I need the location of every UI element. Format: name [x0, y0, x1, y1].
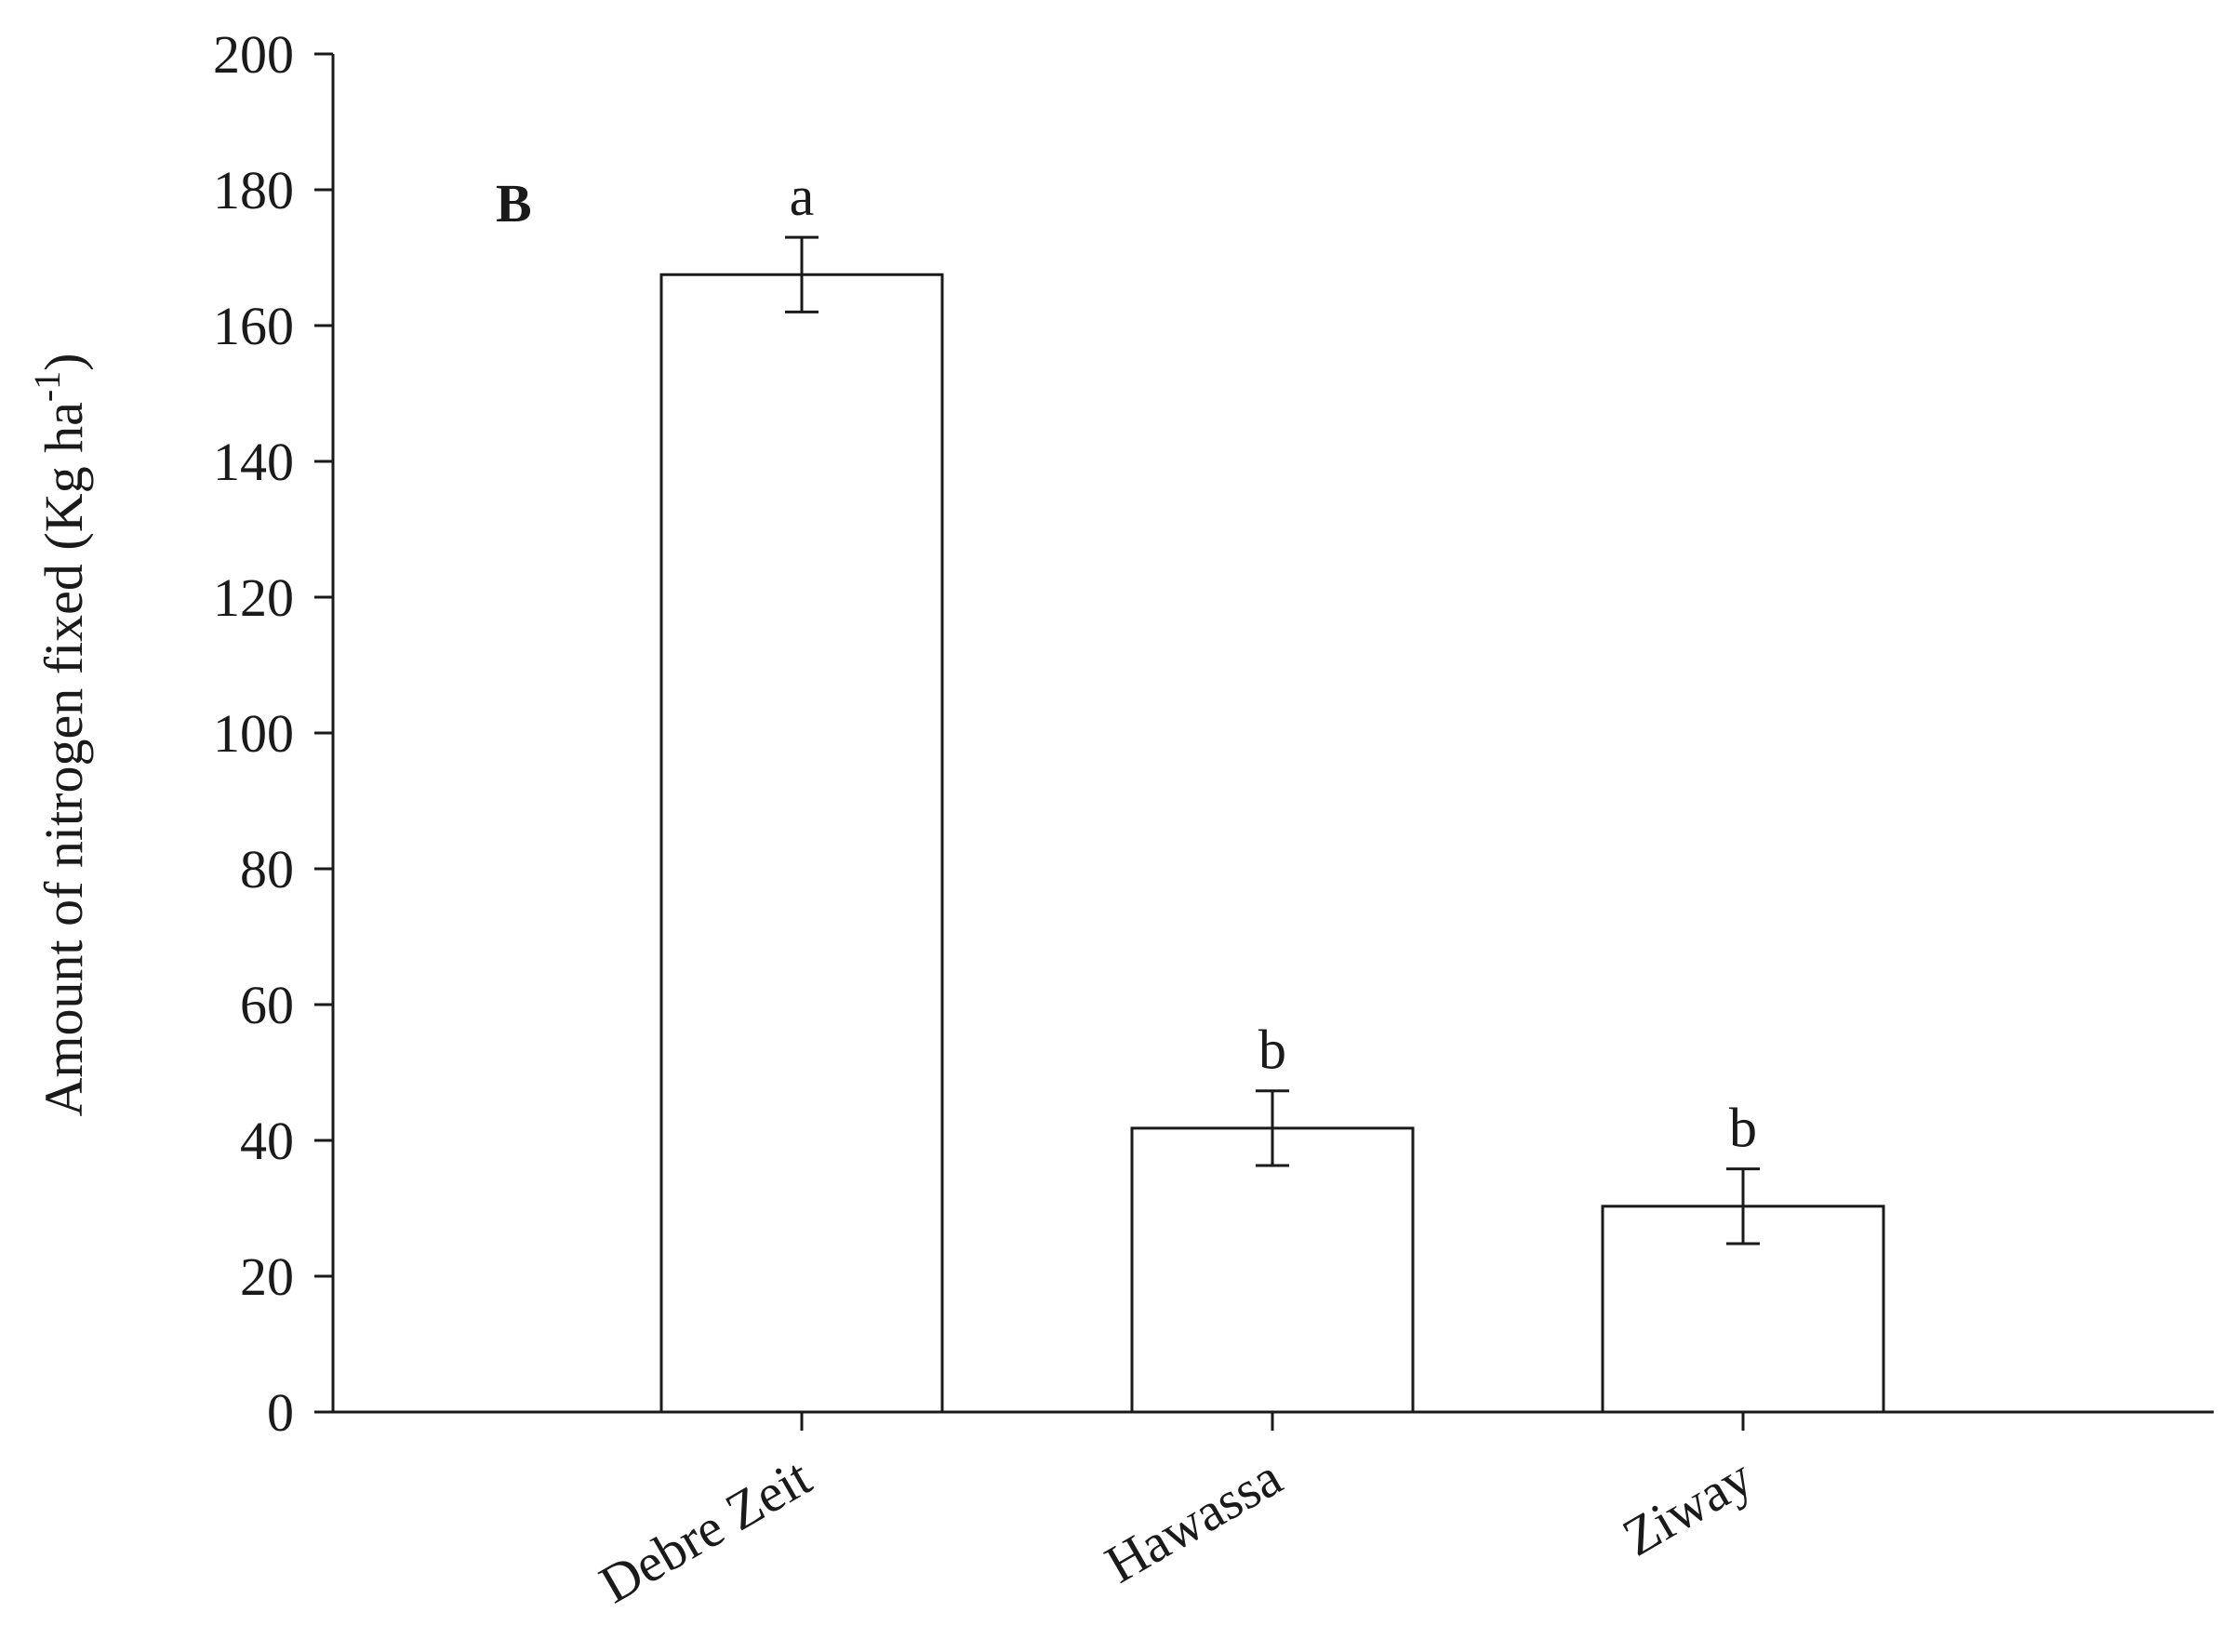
y-tick-label: 120 — [213, 567, 294, 628]
category-label: Ziway — [1613, 1446, 1763, 1567]
y-tick-label: 180 — [213, 160, 294, 220]
y-axis-title: Amount of nitrogen fixed (Kg ha-1) — [26, 353, 94, 1117]
category-label: Hawassa — [1095, 1446, 1291, 1594]
significance-letter: b — [1729, 1098, 1757, 1159]
bars — [659, 235, 1885, 1414]
y-tick-label: 80 — [240, 839, 294, 899]
y-tick-label: 160 — [213, 296, 294, 356]
labels: 0 20 40 60 80 100 120 140 160 180 200 a Debre Zeit b H… — [213, 24, 1763, 1615]
y-axis-title-sup: -1 — [26, 371, 68, 402]
category-label: Debre Zeit — [590, 1446, 821, 1615]
panel-label: B — [496, 173, 532, 233]
y-tick-label: 140 — [213, 432, 294, 492]
significance-letter: a — [790, 166, 815, 227]
y-axis-title-main: Amount of nitrogen fixed (Kg ha — [33, 402, 94, 1116]
y-tick-label: 100 — [213, 703, 294, 764]
y-tick-label: 60 — [240, 975, 294, 1035]
significance-letter: b — [1258, 1019, 1286, 1081]
bar-hawassa — [1130, 1126, 1415, 1414]
y-axis-title-close: ) — [33, 353, 94, 371]
y-tick-label: 200 — [213, 24, 294, 85]
axes — [314, 52, 2214, 1431]
y-tick-label: 20 — [240, 1246, 294, 1307]
y-tick-label: 40 — [240, 1111, 294, 1171]
y-tick-label: 0 — [267, 1382, 294, 1443]
bar-debre-zeit — [659, 273, 944, 1414]
